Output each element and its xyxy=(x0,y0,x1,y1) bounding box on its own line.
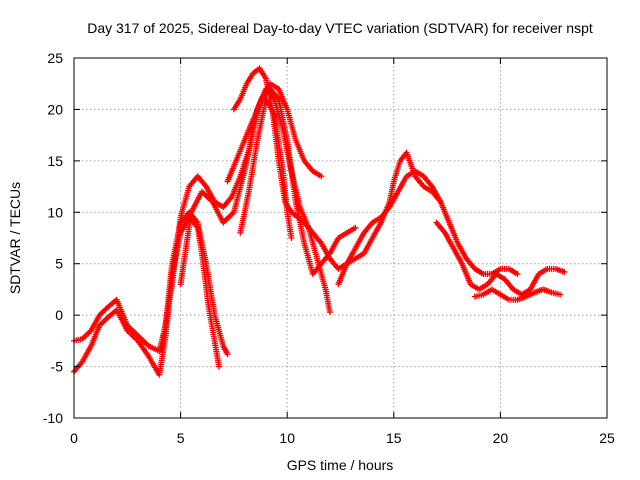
y-tick-label: 15 xyxy=(47,153,63,169)
y-tick-label: -5 xyxy=(51,359,64,375)
data-point-marker xyxy=(514,271,521,277)
data-point-marker xyxy=(437,199,444,205)
series-4 xyxy=(177,85,359,288)
data-point-marker xyxy=(352,224,359,231)
y-tick-label: 10 xyxy=(47,204,63,220)
data-marks xyxy=(71,65,568,378)
data-point-marker xyxy=(318,173,325,180)
data-point-marker xyxy=(326,309,333,316)
series-6 xyxy=(224,80,325,185)
y-axis-label: SDTVAR / TECUs xyxy=(7,182,23,294)
series-7 xyxy=(237,96,295,241)
chart-title: Day 317 of 2025, Sidereal Day-to-day VTE… xyxy=(87,20,593,36)
y-tick-label: 25 xyxy=(47,50,63,66)
x-tick-label: 0 xyxy=(70,430,78,446)
data-point-marker xyxy=(288,235,295,241)
y-tick-label: 0 xyxy=(55,307,63,323)
x-tick-label: 25 xyxy=(599,430,615,446)
data-point-marker xyxy=(215,363,222,370)
x-tick-label: 15 xyxy=(386,430,402,446)
series-10 xyxy=(433,219,568,298)
x-axis-label: GPS time / hours xyxy=(287,457,394,473)
y-tick-label: 5 xyxy=(55,256,63,272)
data-point-marker xyxy=(224,351,231,358)
x-tick-label: 20 xyxy=(493,430,509,446)
y-tick-label: 20 xyxy=(47,101,63,117)
y-tick-label: -10 xyxy=(43,410,63,426)
series-11 xyxy=(471,286,564,303)
x-tick-label: 5 xyxy=(177,430,185,446)
axis-ticks: 0 5 10 15 20 25 -10 -5 0 5 10 15 20 25 xyxy=(43,50,615,446)
data-point-marker xyxy=(561,268,568,275)
x-tick-label: 10 xyxy=(279,430,295,446)
grid-lines xyxy=(74,58,607,418)
series-9 xyxy=(360,149,444,257)
plot-frame xyxy=(73,57,608,419)
data-point-marker xyxy=(557,291,564,298)
